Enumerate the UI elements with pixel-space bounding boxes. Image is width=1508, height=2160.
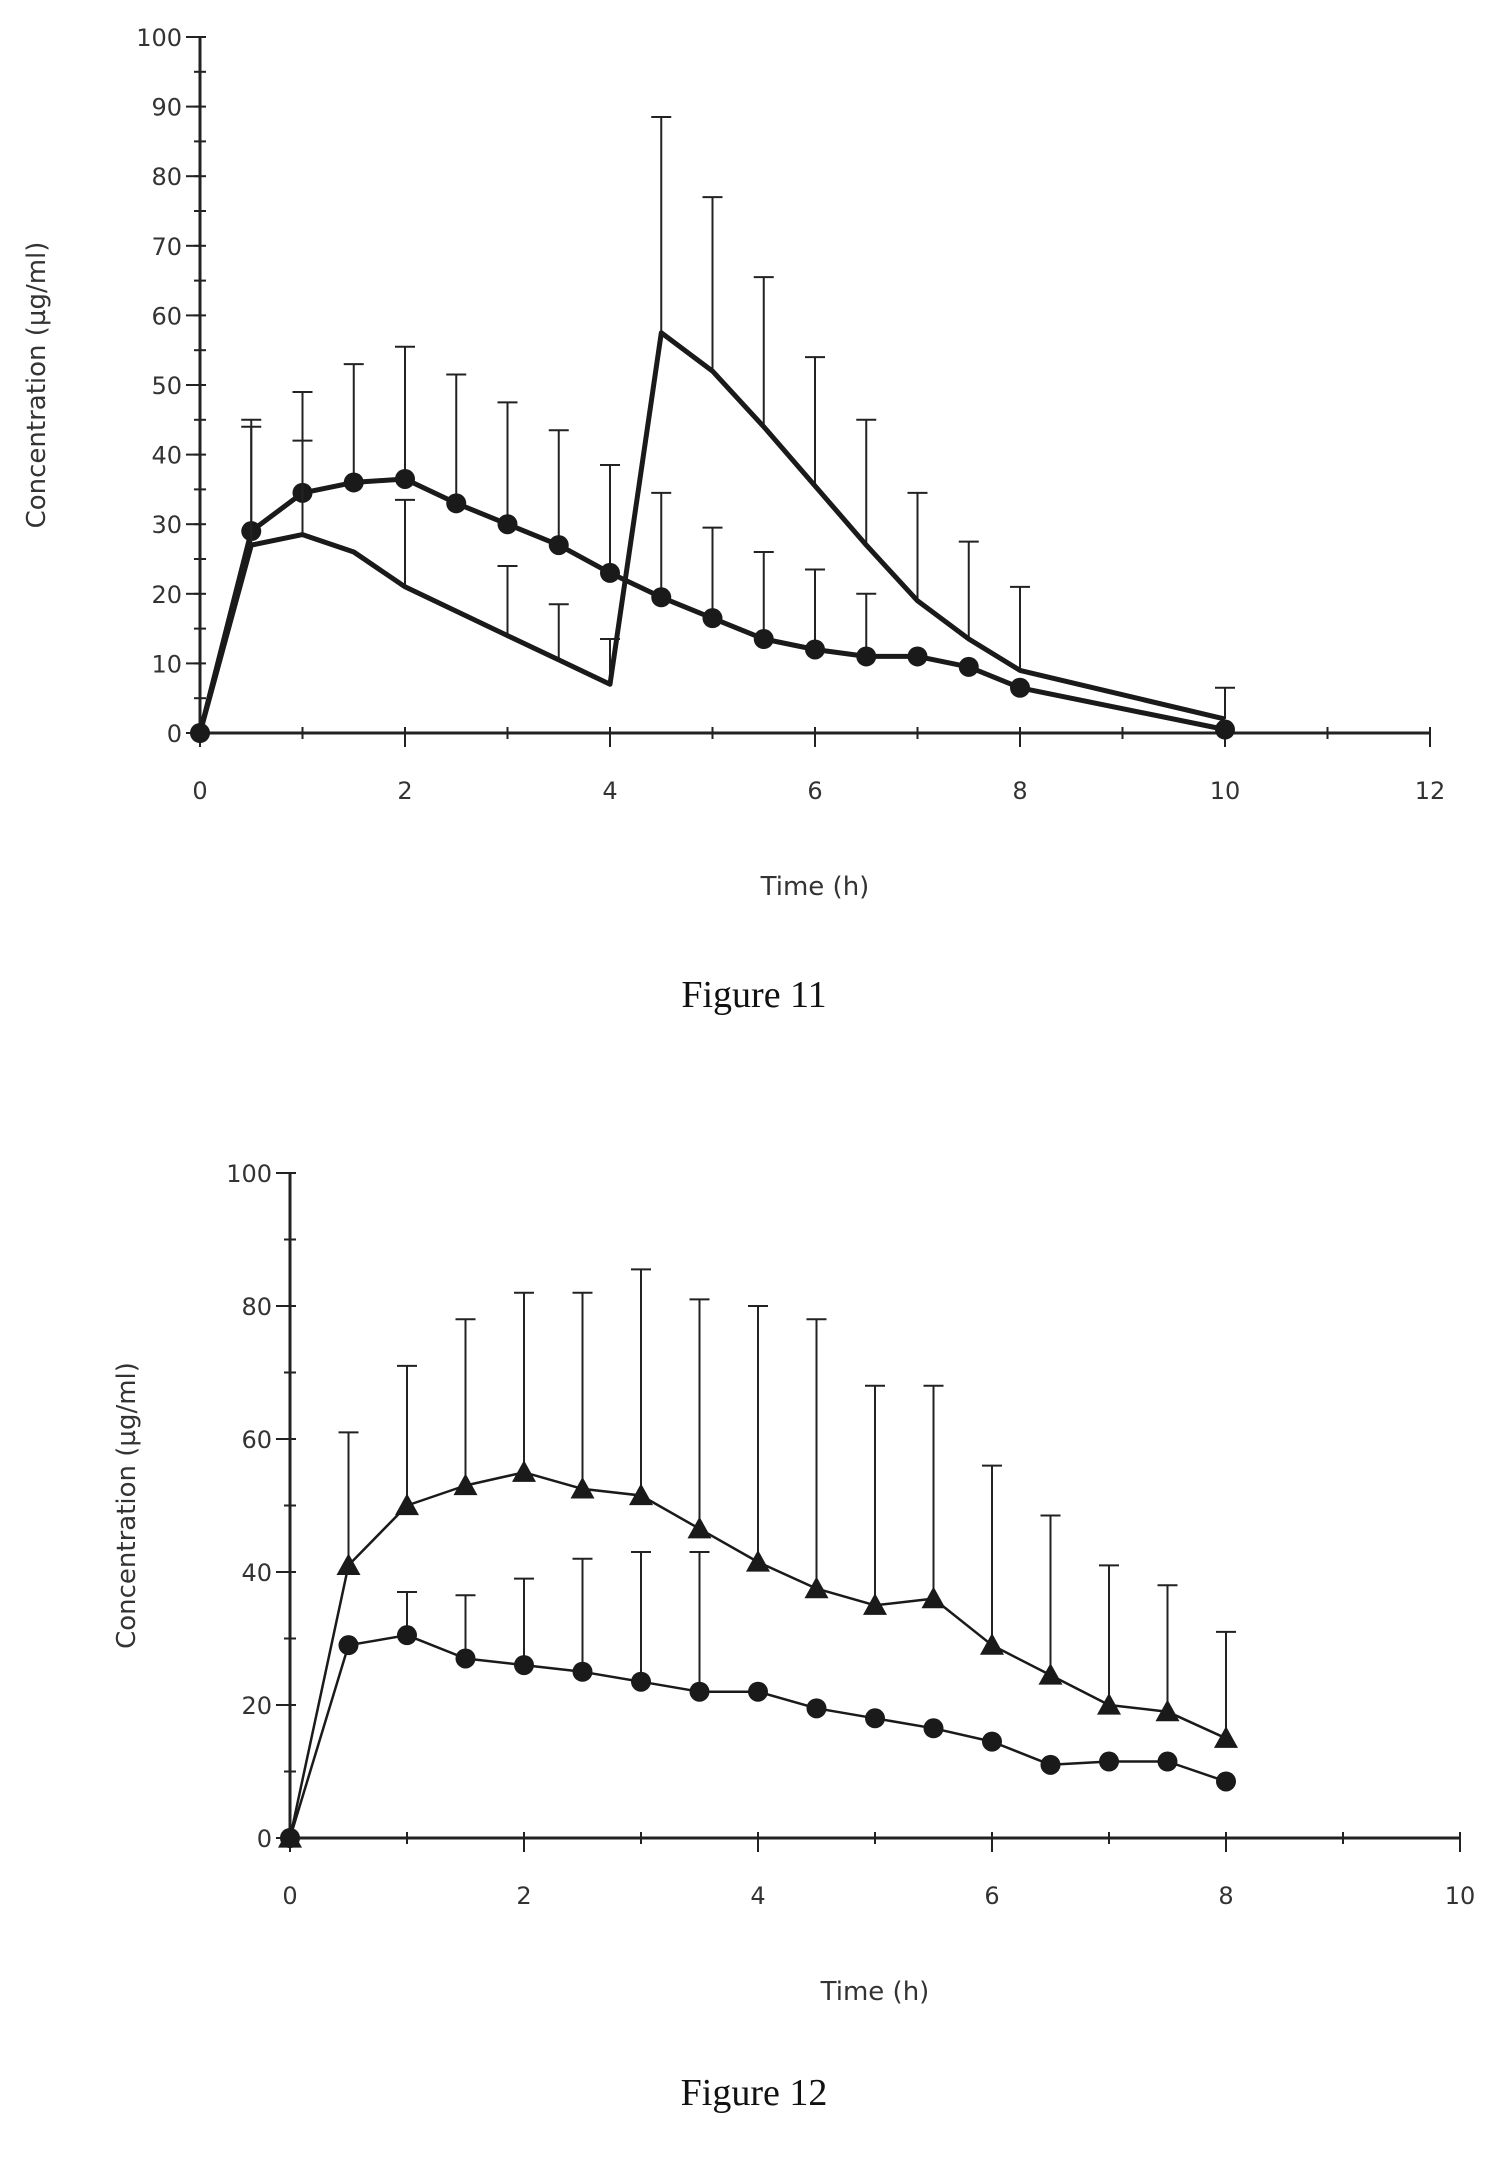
y-tick-label: 90 [151,94,182,122]
data-point [395,1493,419,1516]
y-tick-label: 80 [241,1293,272,1321]
y-tick-label: 80 [151,163,182,191]
figure-11-caption: Figure 11 [681,974,826,1016]
data-point [600,562,620,583]
figure-11-chart: 0 2 4 6 8 10 12 0 10 20 30 40 50 60 70 80 90 100 Time (h) C… [22,24,1445,902]
y-tick-label: 20 [151,581,182,609]
y-tick-label: 100 [136,24,182,52]
data-point [455,1648,476,1669]
y-tick-label: 60 [241,1426,272,1454]
y-tick-label: 100 [226,1160,272,1188]
y-tick-label: 40 [241,1559,272,1587]
series-1 [280,1551,1236,1848]
series-line [197,330,1226,734]
data-point [1099,1751,1119,1772]
data-point [689,1681,710,1702]
data-point [865,1708,885,1729]
data-point [1157,1751,1178,1772]
data-point [336,1553,361,1575]
y-tick-label: 0 [167,720,182,748]
x-tick-label: 4 [602,777,617,805]
x-tick-label: 10 [1445,1882,1476,1910]
y-tick-label: 60 [151,302,182,330]
series-0 [190,345,1235,743]
data-point [343,472,364,493]
data-point [806,1698,827,1719]
data-point [338,1635,359,1656]
data-point [497,514,518,535]
x-axis-label: Time (h) [820,1977,930,2007]
data-point [631,1671,651,1692]
data-point [958,656,979,677]
y-axis-label: Concentration (µg/ml) [112,1362,142,1649]
y-tick-label: 0 [257,1825,272,1853]
data-point [1010,677,1030,698]
x-tick-label: 8 [1012,777,1027,805]
data-point [1215,719,1235,740]
data-point [863,1593,887,1615]
x-tick-label: 8 [1218,1882,1233,1910]
data-point [395,468,415,489]
x-tick-label: 0 [192,777,207,805]
figure-12-caption: Figure 12 [681,2072,828,2114]
x-axis-label: Time (h) [760,872,870,902]
x-tick-label: 2 [397,777,412,805]
data-point [1040,1754,1061,1775]
y-tick-label: 40 [151,442,182,470]
data-point [753,629,774,650]
data-point [748,1681,768,1702]
y-axis-label: Concentration (µg/ml) [22,242,52,529]
data-point [923,1718,944,1739]
data-point [1216,1771,1236,1792]
y-tick-label: 50 [151,372,182,400]
data-point [651,587,672,608]
series-line [288,1633,1227,1839]
data-point [856,646,877,667]
x-tick-label: 2 [516,1882,531,1910]
data-point [1155,1699,1180,1722]
data-point [548,535,569,556]
data-point [629,1483,653,1506]
data-point [453,1473,478,1496]
data-point [982,1731,1002,1752]
y-tick-label: 30 [151,511,182,539]
data-point [980,1633,1004,1655]
data-point [570,1476,595,1499]
data-point [397,1625,417,1646]
y-tick-label: 20 [241,1692,272,1720]
data-point [687,1516,712,1539]
data-point [1214,1726,1238,1748]
x-tick-label: 6 [984,1882,999,1910]
data-point [702,608,723,629]
data-point [1038,1663,1063,1685]
data-point [746,1550,770,1572]
data-point [907,646,928,667]
data-point [572,1661,593,1682]
data-point [512,1460,536,1482]
y-tick-label: 10 [151,650,182,678]
data-point [805,639,825,660]
x-tick-label: 0 [282,1882,297,1910]
data-point [280,1828,300,1848]
x-tick-label: 10 [1210,777,1241,805]
x-tick-label: 4 [750,1882,765,1910]
data-point [446,493,467,514]
series-1 [197,116,1235,734]
data-point [804,1576,829,1599]
y-tick-label: 70 [151,233,182,261]
x-tick-label: 6 [807,777,822,805]
series-0 [278,1268,1238,1848]
data-point [1097,1693,1121,1715]
x-tick-label: 12 [1415,777,1446,805]
data-point [514,1655,534,1676]
data-point [921,1586,946,1609]
